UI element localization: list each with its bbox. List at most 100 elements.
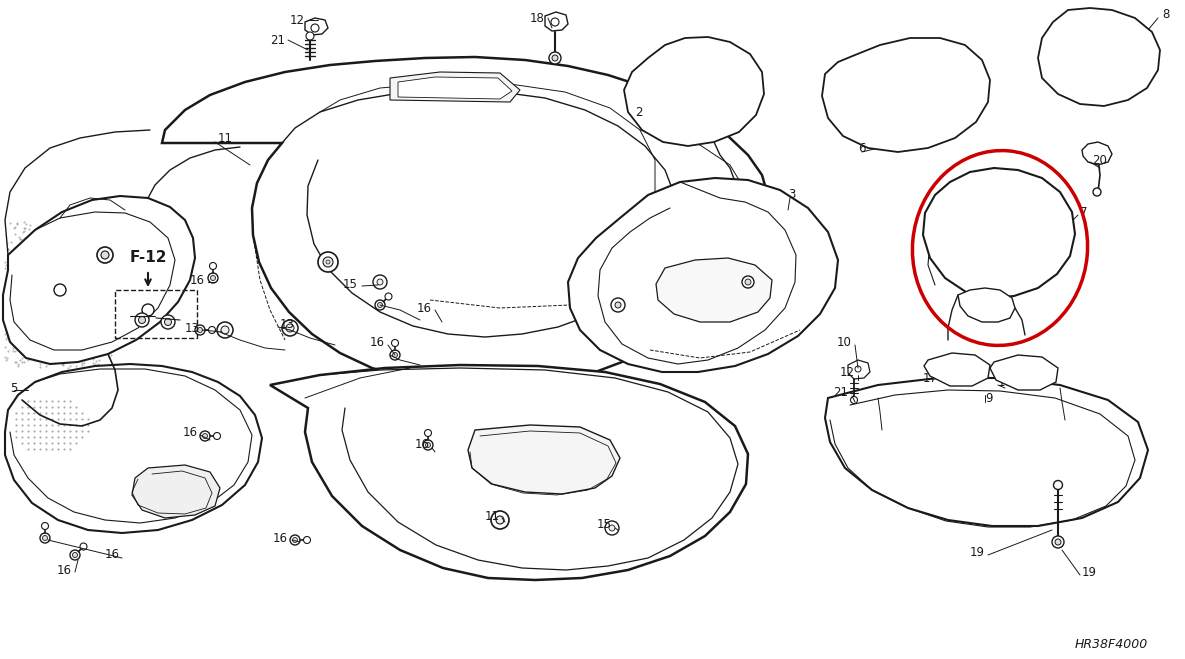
Text: 16: 16 [190,273,205,287]
Polygon shape [924,353,989,386]
Circle shape [606,521,619,535]
Text: 18: 18 [530,11,545,24]
Circle shape [856,366,861,372]
Polygon shape [957,288,1016,322]
Text: 12: 12 [840,366,856,378]
Circle shape [165,318,172,326]
Polygon shape [1082,142,1112,165]
Text: 16: 16 [273,532,288,544]
Text: 21: 21 [270,34,286,47]
Text: 19: 19 [971,546,985,558]
Text: 17: 17 [998,376,1013,389]
Circle shape [282,320,297,336]
Circle shape [211,275,216,281]
Circle shape [1053,480,1063,490]
Text: 9: 9 [985,391,993,405]
Circle shape [210,262,217,270]
Circle shape [213,432,220,440]
Circle shape [491,511,510,529]
Circle shape [326,260,329,264]
Text: 21: 21 [833,386,848,399]
Polygon shape [624,37,764,146]
Polygon shape [4,196,196,364]
Circle shape [385,293,392,300]
Polygon shape [468,425,620,494]
Circle shape [742,276,754,288]
Circle shape [1052,536,1064,548]
Circle shape [198,328,203,333]
Text: 15: 15 [597,519,611,532]
Circle shape [425,442,430,447]
Circle shape [135,313,149,327]
Circle shape [609,525,615,531]
Circle shape [1055,539,1061,545]
Circle shape [286,324,294,332]
Circle shape [374,300,385,310]
Circle shape [615,302,621,308]
Circle shape [391,339,398,347]
Circle shape [142,304,154,316]
Circle shape [41,523,49,529]
Text: 16: 16 [370,335,385,349]
Polygon shape [305,18,328,35]
Circle shape [1093,143,1102,153]
Circle shape [310,24,319,32]
Text: 11: 11 [218,132,233,144]
Circle shape [200,431,210,441]
Circle shape [209,273,218,283]
Circle shape [79,543,87,550]
Circle shape [497,516,504,524]
Text: F-12: F-12 [129,250,167,266]
Circle shape [303,536,310,544]
Polygon shape [1038,8,1160,106]
Circle shape [611,298,624,312]
Circle shape [549,52,561,64]
Circle shape [161,315,175,329]
Text: 16: 16 [417,302,433,314]
Polygon shape [390,72,520,102]
Text: 12: 12 [290,13,305,26]
Polygon shape [398,77,512,99]
Polygon shape [5,364,262,533]
Circle shape [55,284,66,296]
Text: 15: 15 [344,279,358,291]
Circle shape [97,247,113,263]
Text: 16: 16 [105,548,120,561]
Text: 3: 3 [788,188,795,202]
Text: 8: 8 [1162,9,1170,22]
Circle shape [196,325,205,335]
Circle shape [70,550,81,560]
Text: 16: 16 [415,438,430,451]
Circle shape [217,322,233,338]
Circle shape [377,279,383,285]
Polygon shape [923,168,1075,298]
Circle shape [971,306,979,314]
Polygon shape [568,178,838,372]
Circle shape [1093,188,1101,196]
Text: 7: 7 [1080,206,1088,219]
Text: 16: 16 [57,563,72,577]
Text: 20: 20 [1093,154,1107,167]
Circle shape [851,397,858,403]
Polygon shape [162,57,768,388]
Polygon shape [638,46,744,135]
Text: 19: 19 [1082,565,1097,579]
Text: 17: 17 [923,372,939,384]
Polygon shape [545,12,568,31]
Circle shape [378,302,383,308]
Polygon shape [989,355,1058,390]
Circle shape [209,326,216,333]
Circle shape [424,430,431,436]
Circle shape [373,275,387,289]
Circle shape [552,55,558,61]
Text: 13: 13 [280,318,295,331]
Circle shape [745,279,751,285]
Polygon shape [656,258,771,322]
Circle shape [318,252,338,272]
Polygon shape [132,465,220,518]
Circle shape [551,18,559,26]
Polygon shape [848,360,870,379]
Circle shape [306,32,314,40]
Text: 16: 16 [182,426,198,438]
Polygon shape [822,38,989,152]
